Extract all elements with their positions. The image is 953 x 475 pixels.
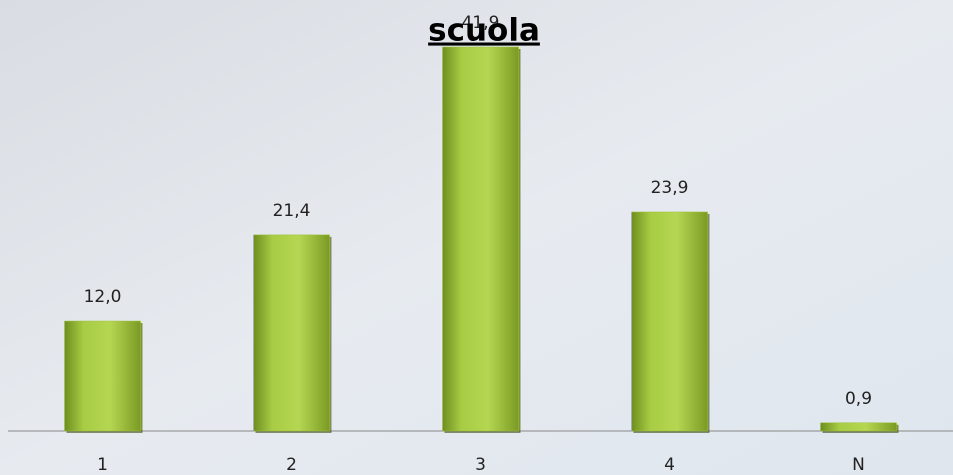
bar [253, 234, 330, 432]
x-tick-label: 3 [475, 455, 486, 475]
value-label: 21,4 [273, 201, 311, 221]
bar [442, 46, 519, 432]
x-tick-label: 4 [664, 455, 675, 475]
bar [631, 211, 708, 432]
bar [64, 320, 141, 432]
value-label: 41,9 [462, 13, 500, 33]
x-tick-label: 1 [97, 455, 108, 475]
chart-title: scuola [428, 13, 540, 49]
x-tick-label: N [852, 455, 865, 475]
value-label: 0,9 [845, 389, 872, 409]
value-label: 12,0 [84, 287, 122, 307]
x-tick-label: 2 [286, 455, 297, 475]
bar [820, 422, 897, 432]
value-label: 23,9 [651, 178, 689, 198]
